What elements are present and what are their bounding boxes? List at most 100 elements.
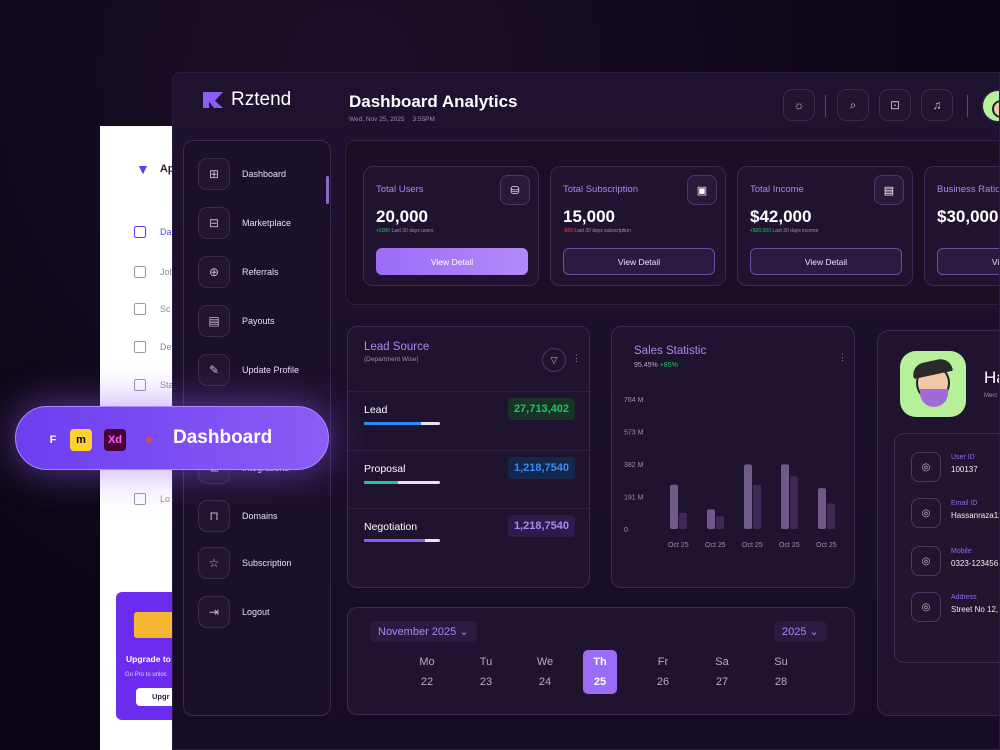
field-label: Mobile xyxy=(951,548,972,555)
sidebar-item-update-profile[interactable]: ✎ Update Profile xyxy=(198,354,299,386)
filter-icon: ▽ xyxy=(550,354,558,365)
database-icon: ⛁ xyxy=(500,175,530,205)
phone-icon: ◎ xyxy=(911,546,941,576)
stat-card: Total Income $42,000 +$20,000 Last 30 da… xyxy=(737,166,913,286)
more-icon[interactable]: ⋮ xyxy=(572,353,581,363)
bar[interactable] xyxy=(670,484,678,529)
avatar[interactable] xyxy=(981,89,999,123)
calendar-day[interactable]: Tu 23 xyxy=(479,656,493,688)
calendar-day[interactable]: Mo 22 xyxy=(419,656,435,688)
back-nav-item[interactable]: De xyxy=(134,341,172,353)
search-button[interactable]: ⌕ xyxy=(837,89,869,121)
active-indicator xyxy=(326,176,329,204)
year-label: 2025 xyxy=(782,626,807,638)
bar[interactable] xyxy=(790,476,798,529)
profile-field: ◎ Address Street No 12, xyxy=(911,592,998,622)
logo-v-icon: ▼ xyxy=(136,161,150,177)
stat-value: $30,000 xyxy=(937,207,999,226)
field-value: Hassanraza12 xyxy=(951,511,1000,520)
bar[interactable] xyxy=(707,509,715,529)
bar[interactable] xyxy=(716,516,724,529)
back-nav-item[interactable]: Da xyxy=(134,226,172,238)
wallet-card-icon: ▤ xyxy=(874,175,904,205)
back-nav-item[interactable]: Sta xyxy=(134,379,174,391)
lead-source-card: Lead Source (Department Wise) ▽ ⋮ Lead 2… xyxy=(347,326,591,588)
calendar-day[interactable]: Sa 27 xyxy=(715,656,729,688)
bar[interactable] xyxy=(679,512,687,529)
chart-icon xyxy=(134,379,146,391)
lead-row: Lead 27,713,402 xyxy=(348,391,591,449)
y-tick-label: 573 M xyxy=(624,430,644,437)
bar[interactable] xyxy=(818,488,826,529)
notifications-button[interactable]: ♫ xyxy=(921,89,953,121)
field-label: Email ID xyxy=(951,500,978,507)
page-datetime: Wed, Nov 25, 2025 3:55PM xyxy=(349,116,435,123)
field-label: User ID xyxy=(951,454,975,461)
sidebar-item-label: Marketplace xyxy=(242,218,292,228)
logout-icon: ⇥ xyxy=(198,596,230,628)
profile-field: ◎ User ID 100137 xyxy=(911,452,978,482)
field-value: Street No 12, xyxy=(951,605,999,614)
calendar-day[interactable]: We 24 xyxy=(536,656,554,688)
sun-icon: ☼ xyxy=(793,98,805,112)
profile-name: Ha xyxy=(984,368,999,387)
month-select[interactable]: November 2025 ⌄ xyxy=(370,621,477,642)
sidebar-item-dashboard[interactable]: ⊞ Dashboard xyxy=(198,158,286,190)
field-value: 100137 xyxy=(951,465,978,474)
view-detail-button[interactable]: View Detail xyxy=(750,248,902,275)
theme-button[interactable]: ☼ xyxy=(783,89,815,121)
bar[interactable] xyxy=(781,464,789,529)
sidebar-item-domains[interactable]: ⊓ Domains xyxy=(198,500,278,532)
sidebar-item-label: Logout xyxy=(242,607,270,617)
calendar-day[interactable]: Th 25 xyxy=(583,650,617,694)
lock-icon: ⊓ xyxy=(198,500,230,532)
back-nav-item[interactable]: Job xyxy=(134,266,175,278)
sidebar-item-logout[interactable]: ⇥ Logout xyxy=(198,596,270,628)
view-detail-button[interactable]: View Detail xyxy=(937,248,999,275)
stat-trend: +5000 Last 30 days users xyxy=(376,228,434,234)
bell-icon: ♫ xyxy=(932,98,942,112)
stat-trend: +$20,000 Last 30 days income xyxy=(750,228,819,234)
lead-source-title: Lead Source xyxy=(364,341,430,353)
grid-icon xyxy=(134,226,146,238)
calendar-day[interactable]: Su 28 xyxy=(774,656,788,688)
view-detail-button[interactable]: View Detail xyxy=(376,248,528,275)
more-icon[interactable]: ⋮ xyxy=(838,352,847,362)
bar[interactable] xyxy=(827,503,835,529)
brand[interactable]: Rztend xyxy=(203,89,291,111)
back-nav-item[interactable]: Sc xyxy=(134,303,171,315)
chevron-down-icon: ⌄ xyxy=(459,626,469,638)
page-title: Dashboard Analytics xyxy=(349,92,518,111)
lead-progress-bar xyxy=(364,422,440,425)
chevron-down-icon: ⌄ xyxy=(809,626,819,638)
year-select[interactable]: 2025 ⌄ xyxy=(774,621,827,642)
view-detail-button[interactable]: View Detail xyxy=(563,248,715,275)
divider xyxy=(967,95,968,117)
field-value: 0323-123456 xyxy=(951,559,999,568)
calendar-card: November 2025 ⌄ 2025 ⌄ Mo 22 Tu 23 We 24… xyxy=(347,607,855,715)
upgrade-text: Go Pro to unloc xyxy=(125,672,167,678)
stat-value: 15,000 xyxy=(563,207,615,226)
back-nav-item[interactable]: Lo xyxy=(134,493,170,505)
sidebar-item-label: Domains xyxy=(242,511,278,521)
sales-chart: 764 M 573 M 382 M 191 M 0 Oct 25 Oct 25 Oct 25 O… xyxy=(624,397,837,549)
stat-value: $42,000 xyxy=(750,207,812,226)
sidebar-item-payouts[interactable]: ▤ Payouts xyxy=(198,305,275,337)
bar[interactable] xyxy=(753,484,761,529)
calendar-day[interactable]: Fr 26 xyxy=(656,656,670,688)
page-time: 3:55PM xyxy=(412,116,435,123)
lead-row-value: 27,713,402 xyxy=(507,398,575,420)
field-label: Address xyxy=(951,594,977,601)
bar[interactable] xyxy=(744,464,752,529)
filter-button[interactable]: ▽ xyxy=(542,348,566,372)
sidebar-item-subscription[interactable]: ☆ Subscription xyxy=(198,547,292,579)
lead-row: Proposal 1,218,7540 xyxy=(348,450,591,508)
gift-button[interactable]: ⊡ xyxy=(879,89,911,121)
y-tick-label: 764 M xyxy=(624,397,644,404)
sidebar-item-marketplace[interactable]: ⊟ Marketplace xyxy=(198,207,291,239)
sales-percent: 95.45% xyxy=(634,362,658,369)
profile-role: Merc xyxy=(984,393,998,399)
sidebar-item-referrals[interactable]: ⊕ Referrals xyxy=(198,256,279,288)
x-tick-label: Oct 25 xyxy=(705,542,726,549)
